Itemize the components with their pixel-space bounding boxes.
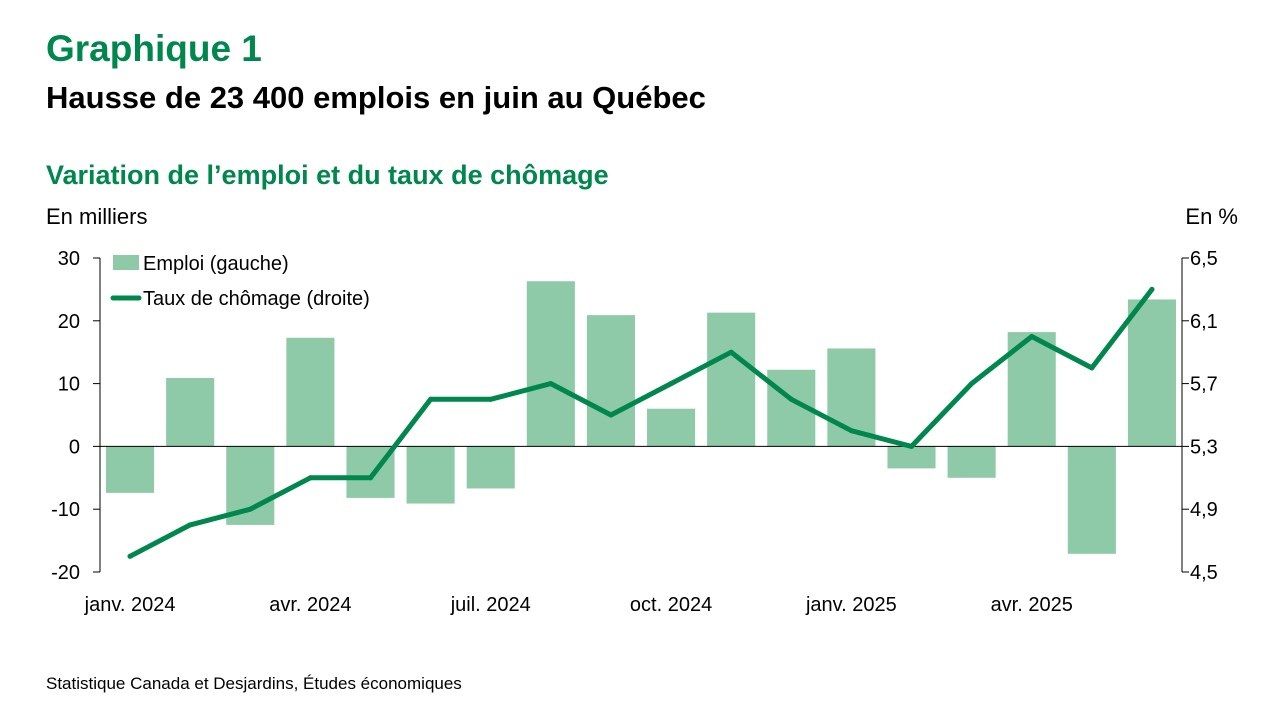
left-tick-label: -20 [51, 562, 80, 584]
point-taux-chomage-4 [307, 475, 313, 481]
right-tick-label: 4,9 [1190, 499, 1218, 521]
bar-emploi-8 [526, 281, 575, 447]
x-tick-label: janv. 2025 [805, 594, 897, 616]
bar-emploi-6 [406, 446, 455, 504]
graph-label: Graphique 1 [46, 28, 262, 69]
legend-label-chomage: Taux de chômage (droite) [143, 288, 370, 310]
point-taux-chomage-14 [909, 443, 914, 449]
left-tick-label: -10 [51, 499, 80, 521]
right-tick-label: 6,5 [1190, 248, 1218, 270]
legend-swatch-emploi [113, 255, 139, 270]
bar-emploi-9 [586, 315, 635, 447]
bar-emploi-7 [466, 446, 515, 489]
right-axis-unit: En % [1185, 204, 1238, 229]
point-taux-chomage-8 [548, 381, 554, 387]
bar-emploi-11 [707, 312, 756, 447]
left-tick-label: 0 [69, 436, 80, 458]
right-tick-label: 6,1 [1190, 311, 1218, 333]
right-tick-label: 5,7 [1190, 374, 1218, 396]
point-taux-chomage-16 [1029, 334, 1035, 339]
point-taux-chomage-2 [187, 522, 193, 528]
right-tick-label: 4,5 [1190, 562, 1218, 584]
point-taux-chomage-9 [608, 412, 614, 418]
left-tick-label: 20 [58, 311, 80, 333]
line-taux-chomage [127, 286, 1155, 559]
headline: Hausse de 23 400 emplois en juin au Québ… [46, 80, 706, 115]
legend-label-emploi: Emploi (gauche) [143, 253, 289, 275]
point-taux-chomage-13 [848, 428, 854, 434]
chart-title: Variation de l’emploi et du taux de chôm… [46, 160, 609, 190]
point-taux-chomage-10 [668, 381, 674, 387]
point-taux-chomage-3 [247, 506, 253, 512]
right-tick-label: 5,3 [1190, 436, 1218, 458]
left-tick-label: 30 [58, 248, 80, 270]
point-taux-chomage-17 [1089, 365, 1095, 371]
point-taux-chomage-6 [428, 396, 434, 402]
x-tick-label: juil. 2024 [450, 594, 531, 616]
x-tick-label: janv. 2024 [84, 594, 176, 616]
bar-emploi-14 [887, 446, 936, 469]
bar-emploi-18 [1127, 299, 1176, 447]
bar-emploi-10 [647, 408, 696, 447]
point-taux-chomage-15 [969, 381, 975, 387]
point-taux-chomage-7 [488, 396, 494, 402]
source-note: Statistique Canada et Desjardins, Études… [46, 674, 462, 693]
bar-emploi-2 [166, 377, 215, 447]
point-taux-chomage-5 [368, 475, 373, 481]
x-tick-label: avr. 2024 [269, 594, 351, 616]
bar-emploi-4 [286, 337, 335, 447]
left-tick-label: 10 [58, 374, 80, 396]
point-taux-chomage-12 [788, 396, 794, 402]
point-taux-chomage-1 [127, 553, 133, 559]
bar-emploi-1 [106, 446, 155, 493]
x-tick-label: avr. 2025 [991, 594, 1073, 616]
bar-emploi-15 [947, 446, 996, 478]
point-taux-chomage-11 [728, 349, 734, 355]
bar-emploi-17 [1067, 446, 1116, 554]
left-axis-unit: En milliers [46, 204, 148, 229]
x-tick-label: oct. 2024 [630, 594, 712, 616]
point-taux-chomage-18 [1149, 286, 1155, 292]
